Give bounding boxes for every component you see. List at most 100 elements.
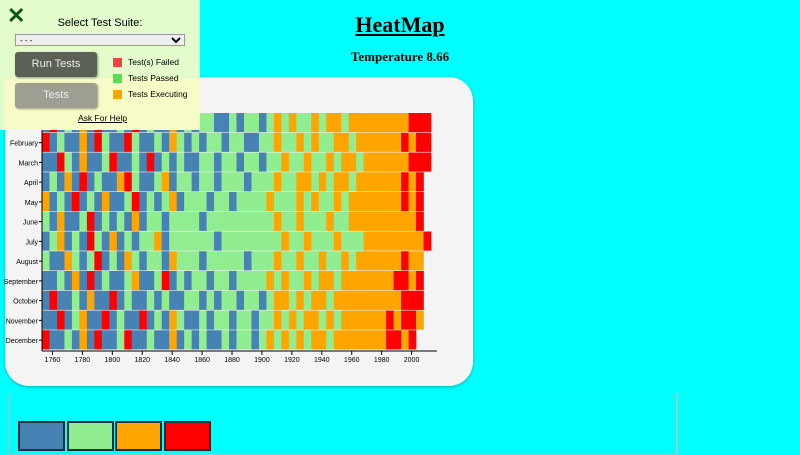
heatmap-cell	[258, 211, 267, 231]
heatmap-cell	[101, 211, 110, 231]
heatmap-cell	[71, 271, 80, 291]
heatmap-cell	[146, 192, 155, 212]
heatmap-cell	[184, 132, 192, 152]
heatmap-cell	[393, 152, 402, 172]
heatmap-cell	[371, 271, 379, 291]
heatmap-cell	[94, 211, 103, 231]
heatmap-cell	[326, 211, 335, 231]
heatmap-cell	[401, 251, 409, 271]
heatmap-cell	[42, 192, 50, 212]
heatmap-cell	[356, 251, 364, 271]
heatmap-cell	[363, 271, 372, 291]
heatmap-cell	[251, 330, 260, 350]
heatmap-cell	[296, 172, 305, 192]
heatmap-cell	[281, 251, 290, 271]
heatmap-cell	[236, 113, 245, 133]
heatmap-cell	[214, 172, 222, 192]
heatmap-cell	[251, 271, 260, 291]
color-swatch-green[interactable]	[67, 421, 114, 451]
heatmap-cell	[273, 271, 282, 291]
color-swatch-blue[interactable]	[18, 421, 65, 451]
close-x-icon[interactable]: ✕	[7, 3, 26, 28]
heatmap-cell	[56, 330, 65, 350]
heatmap-cell	[161, 251, 170, 271]
heatmap-cell	[311, 172, 320, 192]
heatmap-cell	[363, 310, 372, 330]
x-tick-label: 1780	[75, 357, 91, 364]
heatmap-cell	[64, 192, 73, 212]
heatmap-cell	[109, 172, 118, 192]
heatmap-cell	[408, 271, 417, 291]
heatmap-cell	[42, 152, 50, 172]
heatmap-cell	[318, 132, 327, 152]
heatmap-cell	[169, 271, 177, 291]
heatmap-cell	[79, 290, 88, 310]
heatmap-cell	[79, 310, 88, 330]
heatmap-cell	[101, 290, 110, 310]
x-tick-label: 1920	[284, 357, 300, 364]
heatmap-cell	[341, 152, 350, 172]
heatmap-cell	[281, 271, 290, 291]
heatmap-cell	[333, 251, 342, 271]
heatmap-cell	[333, 192, 342, 212]
heatmap-cell	[109, 251, 118, 271]
heatmap-cell	[341, 211, 350, 231]
color-swatch-orange[interactable]	[115, 421, 162, 451]
heatmap-cell	[243, 231, 252, 251]
heatmap-cell	[42, 271, 50, 291]
x-tick-label: 1980	[374, 357, 390, 364]
heatmap-cell	[56, 211, 65, 231]
heatmap-cell	[131, 271, 140, 291]
heatmap-cell	[221, 132, 230, 152]
heatmap-cell	[154, 310, 162, 330]
heatmap-cell	[311, 211, 320, 231]
heatmap-cell	[184, 231, 192, 251]
tests-button[interactable]: Tests	[15, 83, 97, 108]
heatmap-cell	[251, 113, 260, 133]
x-tick-label: 1860	[194, 357, 210, 364]
select-label: Select Test Suite:	[57, 17, 143, 29]
heatmap-cell	[214, 113, 222, 133]
legend-swatch-failed	[113, 57, 122, 67]
heatmap-cell	[378, 211, 387, 231]
heatmap-cell	[356, 231, 364, 251]
heatmap-cell	[124, 172, 133, 192]
heatmap-cell	[258, 310, 267, 330]
heatmap-cell	[56, 231, 65, 251]
heatmap-cell	[348, 271, 357, 291]
heatmap-cell	[56, 172, 65, 192]
heatmap-cell	[416, 310, 424, 330]
heatmap-cell	[266, 251, 275, 271]
heatmap-cell	[243, 172, 252, 192]
heatmap-cell	[378, 271, 387, 291]
test-suite-select[interactable]: - - -	[15, 34, 185, 46]
heatmap-cell	[79, 251, 88, 271]
heatmap-cell	[243, 113, 252, 133]
heatmap-cell	[408, 211, 417, 231]
heatmap-cell	[116, 271, 125, 291]
heatmap-cell	[176, 132, 185, 152]
heatmap-cell	[303, 290, 312, 310]
heatmap-cell	[348, 192, 357, 212]
heatmap-cell	[326, 152, 335, 172]
heatmap-cell	[176, 310, 185, 330]
heatmap-cell	[154, 231, 162, 251]
heatmap-cell	[401, 113, 409, 133]
heatmap-cell	[199, 152, 207, 172]
heatmap-cell	[206, 113, 215, 133]
heatmap-cell	[199, 211, 207, 231]
heatmap-cell	[124, 152, 133, 172]
legend-label: Tests Executing	[128, 89, 188, 99]
ask-for-help-link[interactable]: Ask For Help	[78, 113, 128, 123]
heatmap-cell	[318, 152, 327, 172]
color-swatch-red[interactable]	[164, 421, 211, 451]
run-tests-button[interactable]: Run Tests	[15, 52, 97, 77]
heatmap-cell	[401, 271, 409, 291]
x-tick-label: 1940	[314, 357, 330, 364]
heatmap-cell	[184, 152, 192, 172]
heatmap-cell	[214, 290, 222, 310]
heatmap-cell	[416, 231, 424, 251]
heatmap-cell	[333, 172, 342, 192]
heatmap-cell	[281, 330, 290, 350]
heatmap-cell	[64, 271, 73, 291]
